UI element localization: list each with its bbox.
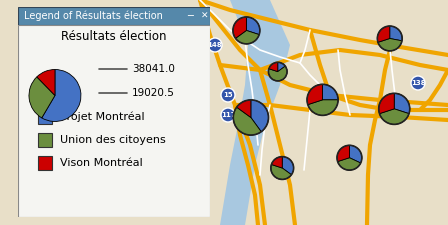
Wedge shape: [246, 17, 260, 35]
Wedge shape: [175, 44, 188, 57]
FancyBboxPatch shape: [18, 7, 210, 25]
Wedge shape: [175, 53, 202, 71]
Text: 19020.5: 19020.5: [132, 88, 175, 98]
Wedge shape: [37, 70, 55, 95]
Wedge shape: [233, 17, 246, 38]
Text: ─: ─: [187, 11, 193, 21]
Circle shape: [221, 88, 235, 102]
Text: Legend of Résultats élection: Legend of Résultats élection: [24, 11, 163, 21]
Text: Union des citoyens: Union des citoyens: [60, 135, 166, 145]
FancyBboxPatch shape: [38, 133, 52, 147]
Text: 117: 117: [221, 112, 235, 118]
Text: Projet Montréal: Projet Montréal: [60, 112, 145, 122]
Wedge shape: [268, 66, 287, 81]
Wedge shape: [278, 62, 285, 72]
Wedge shape: [337, 145, 349, 162]
Wedge shape: [308, 100, 338, 115]
Wedge shape: [42, 70, 81, 122]
Wedge shape: [379, 109, 409, 124]
Wedge shape: [377, 26, 390, 42]
Text: 38041.0: 38041.0: [132, 64, 175, 74]
FancyBboxPatch shape: [38, 110, 52, 124]
Wedge shape: [379, 93, 394, 114]
Wedge shape: [271, 164, 292, 179]
Wedge shape: [307, 84, 323, 105]
Text: ✕: ✕: [200, 11, 208, 20]
Wedge shape: [390, 26, 402, 41]
FancyBboxPatch shape: [18, 25, 210, 217]
Circle shape: [208, 38, 222, 52]
Text: Résultats élection: Résultats élection: [61, 31, 167, 43]
Wedge shape: [378, 38, 402, 51]
Wedge shape: [233, 107, 261, 135]
Wedge shape: [394, 93, 410, 114]
Text: 148: 148: [207, 42, 222, 48]
Text: 138: 138: [411, 80, 425, 86]
Wedge shape: [271, 157, 282, 168]
Wedge shape: [269, 62, 278, 72]
FancyBboxPatch shape: [38, 156, 52, 170]
Text: Vison Montréal: Vison Montréal: [60, 158, 143, 168]
Wedge shape: [188, 44, 201, 57]
Wedge shape: [338, 158, 361, 170]
Wedge shape: [282, 157, 293, 175]
Wedge shape: [323, 84, 338, 100]
Wedge shape: [236, 30, 259, 44]
Wedge shape: [29, 77, 55, 118]
Text: 15: 15: [223, 92, 233, 98]
Circle shape: [221, 108, 235, 122]
Wedge shape: [349, 145, 362, 163]
Polygon shape: [220, 0, 290, 225]
Wedge shape: [237, 100, 251, 117]
Wedge shape: [251, 100, 268, 132]
Circle shape: [411, 76, 425, 90]
